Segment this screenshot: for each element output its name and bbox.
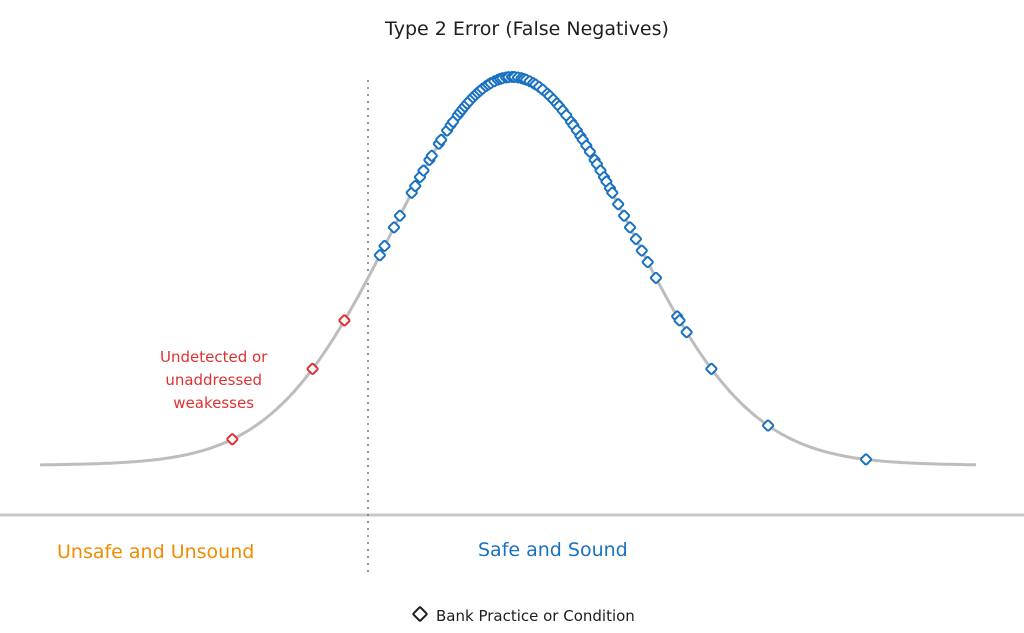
region-label-safe: Safe and Sound [478, 539, 628, 561]
annotation-line: Undetected or [160, 348, 268, 366]
practice-point [618, 209, 631, 222]
practice-point [635, 244, 648, 257]
practice-point [859, 453, 873, 466]
practice-point [583, 145, 596, 158]
weakness-point [306, 362, 319, 375]
practice-point [629, 232, 642, 246]
annotation-undetected-weaknesses: Undetected or unaddressed weakesses [160, 346, 267, 415]
practice-point [425, 149, 438, 162]
practice-point [417, 164, 430, 177]
legend: Bank Practice or Condition [411, 605, 635, 625]
annotation-line: weakesses [173, 394, 255, 412]
practice-point [606, 186, 619, 199]
practice-point [612, 198, 625, 211]
diamond-marker-icon [411, 605, 429, 623]
chart-title: Type 2 Error (False Negatives) [385, 18, 669, 40]
weakness-point [338, 314, 351, 327]
practice-point [705, 362, 718, 375]
practice-point [387, 221, 401, 234]
practice-point [435, 133, 448, 146]
practice-point [641, 256, 654, 269]
practice-point [378, 239, 391, 253]
practice-point [673, 314, 686, 327]
annotation-line: unaddressed [165, 371, 263, 389]
practice-point [409, 179, 422, 193]
practice-point [762, 419, 775, 432]
practice-point [393, 209, 406, 222]
practice-point [680, 326, 693, 339]
practice-point [649, 271, 662, 284]
region-label-unsafe: Unsafe and Unsound [57, 541, 255, 563]
practice-point [373, 249, 386, 262]
practice-point [623, 221, 637, 234]
legend-label: Bank Practice or Condition [436, 607, 635, 625]
weakness-point [226, 433, 239, 446]
